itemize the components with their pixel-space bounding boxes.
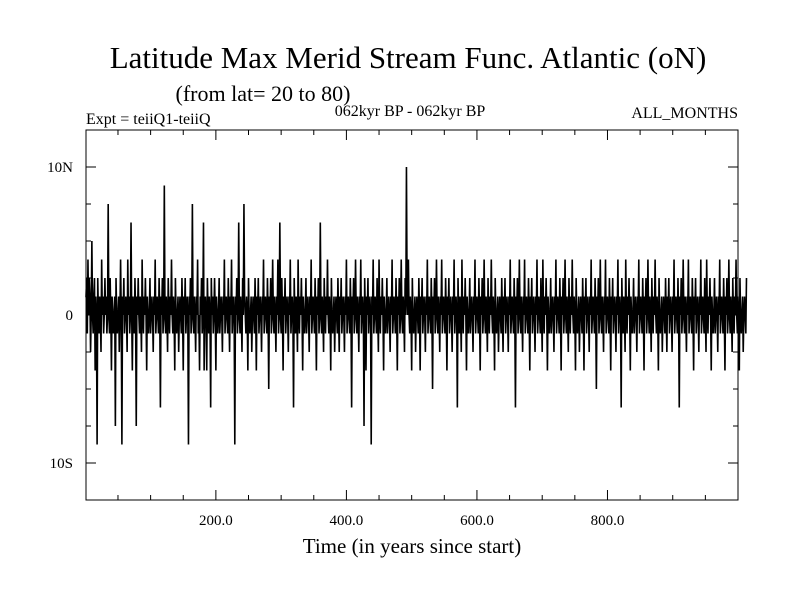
x-axis-label: Time (in years since start) — [303, 534, 522, 558]
x-tick-label: 200.0 — [199, 513, 233, 529]
plot-area: 200.0 400.0 600.0 800.0 10N 0 10S — [47, 129, 748, 529]
y-axis-tick-labels: 10N 0 10S — [47, 160, 73, 472]
y-tick-label: 10N — [47, 160, 73, 176]
chart-subtitle: (from lat= 20 to 80) — [176, 81, 351, 106]
experiment-label: Expt = teiiQ1-teiiQ — [86, 111, 211, 128]
x-axis-ticks — [117, 130, 706, 500]
x-tick-label: 600.0 — [460, 513, 494, 529]
y-tick-label: 0 — [66, 308, 74, 324]
x-tick-label: 400.0 — [330, 513, 364, 529]
y-tick-label: 10S — [50, 456, 73, 472]
x-axis-tick-labels: 200.0 400.0 600.0 800.0 — [199, 513, 624, 529]
series-line — [85, 166, 748, 445]
x-tick-label: 800.0 — [591, 513, 625, 529]
period-label: 062kyr BP - 062kyr BP — [335, 103, 486, 120]
chart-title: Latitude Max Merid Stream Func. Atlantic… — [110, 40, 707, 75]
months-label: ALL_MONTHS — [631, 105, 738, 122]
